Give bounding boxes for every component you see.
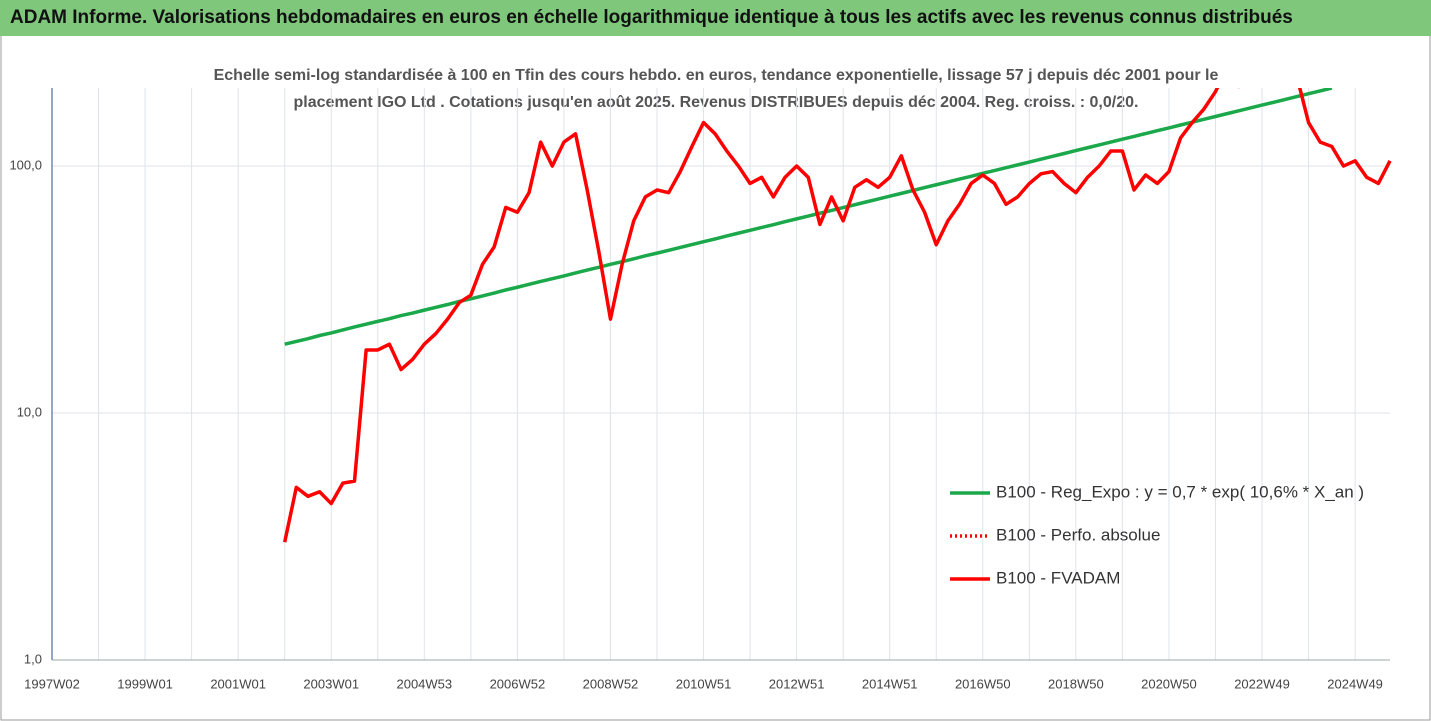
x-tick-label: 2003W01 bbox=[303, 676, 359, 691]
x-tick-label: 2016W50 bbox=[955, 676, 1011, 691]
y-tick-label: 100,0 bbox=[9, 157, 42, 172]
x-tick-label: 2020W50 bbox=[1141, 676, 1197, 691]
legend-label: B100 - Reg_Expo : y = 0,7 * exp( 10,6% *… bbox=[996, 482, 1364, 501]
legend-label: B100 - FVADAM bbox=[996, 568, 1120, 587]
series-line bbox=[282, 88, 1392, 543]
subtitle: placement IGO Ltd . Cotations jusqu'en a… bbox=[294, 94, 1139, 111]
x-tick-label: 2010W51 bbox=[676, 676, 732, 691]
chart-title: ADAM Informe. Valorisations hebdomadaire… bbox=[10, 7, 1293, 28]
y-tick-label: 10,0 bbox=[17, 404, 42, 419]
x-tick-label: 2006W52 bbox=[490, 676, 546, 691]
x-tick-label: 2004W53 bbox=[396, 676, 452, 691]
x-tick-label: 2014W51 bbox=[862, 676, 918, 691]
title-bar bbox=[0, 0, 1431, 36]
legend-label: B100 - Perfo. absolue bbox=[996, 525, 1160, 544]
x-tick-label: 1997W02 bbox=[24, 676, 80, 691]
x-tick-label: 2012W51 bbox=[769, 676, 825, 691]
legend: B100 - Reg_Expo : y = 0,7 * exp( 10,6% *… bbox=[950, 482, 1364, 587]
x-tick-label: 2024W49 bbox=[1327, 676, 1383, 691]
y-tick-label: 1,0 bbox=[24, 651, 42, 666]
x-tick-label: 1999W01 bbox=[117, 676, 173, 691]
subtitle: Echelle semi-log standardisée à 100 en T… bbox=[214, 67, 1219, 84]
x-tick-label: 2018W50 bbox=[1048, 676, 1104, 691]
grid: 1,0 10,0 100,0 1997W02 1999W01 2001W01 2003W01… bbox=[9, 88, 1390, 691]
x-tick-label: 2008W52 bbox=[583, 676, 639, 691]
x-tick-label: 2022W49 bbox=[1234, 676, 1290, 691]
x-tick-label: 2001W01 bbox=[210, 676, 266, 691]
plot-area bbox=[282, 88, 1392, 543]
